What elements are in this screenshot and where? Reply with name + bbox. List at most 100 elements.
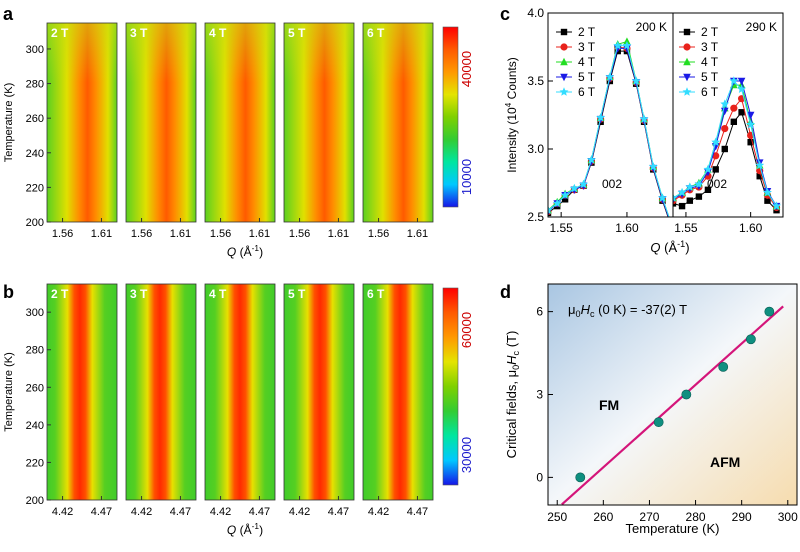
- heatmap-fade-overlay: [47, 23, 117, 222]
- data-point: [746, 111, 755, 120]
- label-part: 4: [503, 102, 513, 107]
- data-point: [560, 43, 568, 51]
- panel-letter-c: c: [500, 4, 510, 24]
- y-tick-label: 260: [26, 382, 44, 394]
- label-part: (T): [504, 331, 519, 351]
- data-point: [720, 107, 729, 116]
- legend-label: 4 T: [701, 55, 719, 69]
- data-point: [648, 161, 658, 171]
- data-point: [631, 76, 641, 85]
- label-part: Counts): [505, 57, 519, 102]
- heatmap-fade-overlay: [284, 23, 354, 222]
- label-part: Intensity (10: [505, 107, 519, 173]
- data-point: [559, 87, 569, 96]
- reflection-label: 002: [707, 177, 727, 191]
- legend-label: 2 T: [578, 25, 596, 39]
- heatmap-field-label: 4 T: [209, 26, 227, 40]
- data-point: [560, 57, 568, 66]
- label-part: Q: [227, 245, 236, 259]
- legend-label: 5 T: [701, 70, 719, 84]
- data-point: [596, 113, 606, 122]
- data-point: [747, 139, 754, 146]
- x-tick-label: 4.47: [249, 506, 270, 518]
- label-part: (Å: [661, 240, 678, 255]
- y-tick-label: 200: [26, 495, 44, 507]
- y-tick-label: 220: [26, 457, 44, 469]
- data-point: [721, 125, 729, 133]
- heatmap-field-label: 2 T: [51, 26, 69, 40]
- plot-area: [548, 37, 675, 226]
- data-point: [711, 137, 721, 146]
- heatmap-field-label: 3 T: [130, 287, 148, 301]
- y-tick-label: 240: [26, 148, 44, 160]
- x-tick-label: 4.42: [368, 506, 389, 518]
- x-tick-label: 1.61: [407, 228, 428, 240]
- x-tick-label: 4.42: [210, 506, 231, 518]
- y-tick-label: 280: [26, 79, 44, 91]
- label-part: ): [259, 523, 263, 537]
- data-point: [560, 190, 570, 200]
- data-point: [737, 84, 747, 93]
- heatmap-field-label: 6 T: [367, 26, 385, 40]
- data-point: [552, 198, 562, 208]
- y-axis-label: Critical fields, μ0Hc (T): [504, 331, 521, 459]
- label-part: 0: [576, 309, 581, 319]
- y-tick-label: 300: [26, 44, 44, 56]
- label-part: (Å: [236, 522, 251, 537]
- phase-background: [548, 284, 797, 505]
- y-tick-label: 3.0: [527, 142, 544, 156]
- label-part: ): [685, 240, 689, 255]
- label-part: 0: [511, 365, 521, 370]
- data-point: [667, 219, 675, 226]
- x-axis-label: Q (Å-1): [227, 521, 263, 537]
- data-point: [755, 160, 765, 170]
- data-point: [579, 179, 588, 189]
- data-point: [622, 40, 632, 50]
- heatmap-frame: [46, 22, 118, 223]
- data-point: [685, 182, 695, 191]
- data-point: [681, 389, 692, 400]
- heatmap-frame: [204, 283, 276, 501]
- y-tick-label: 3: [536, 388, 543, 402]
- heatmap-field-label: 4 T: [209, 287, 227, 301]
- y-tick-label: 300: [26, 307, 44, 319]
- label-part: -1: [677, 239, 685, 249]
- x-tick-label: 1.56: [210, 228, 231, 240]
- legend-label: 6 T: [578, 85, 596, 99]
- x-tick-label: 1.60: [615, 221, 639, 235]
- legend-label: 3 T: [701, 40, 719, 54]
- temperature-label: 290 K: [746, 20, 777, 34]
- heatmap-fade-overlay: [205, 23, 275, 222]
- x-axis-label: Q (Å-1): [227, 243, 263, 259]
- data-point: [695, 193, 703, 200]
- x-tick-label: 4.47: [407, 506, 428, 518]
- x-tick-label: 290: [732, 510, 752, 524]
- y-axis-label: Temperature (K): [3, 83, 15, 162]
- heatmap-panel-b: [363, 284, 433, 500]
- data-point: [683, 43, 691, 51]
- heatmap-frame: [362, 22, 434, 223]
- data-point: [764, 197, 771, 204]
- x-tick-label: 280: [686, 510, 706, 524]
- data-point: [703, 164, 713, 174]
- label-part: c: [590, 309, 595, 319]
- data-point: [683, 28, 691, 36]
- annotation: μ0Hc (0 K) = -37(2) T: [568, 302, 687, 319]
- colorbar: [442, 287, 459, 486]
- label-part: Q: [227, 523, 236, 537]
- data-point: [560, 28, 568, 36]
- heatmap-panel-b: [205, 284, 275, 500]
- legend-label: 3 T: [578, 40, 596, 54]
- data-point: [639, 114, 649, 123]
- heatmap-panel-b: [47, 284, 117, 500]
- heatmap-panel-b: 2 T 4.42 4.47 3 T 4.42 4.47 4 T 4.42 4.47 5 T 4.42…: [3, 283, 474, 537]
- colorbar-high-label: 40000: [459, 51, 474, 87]
- data-point: [704, 186, 712, 193]
- y-tick-label: 3.5: [527, 74, 544, 88]
- x-tick-label: 1.61: [249, 228, 270, 240]
- data-point: [677, 187, 687, 197]
- label-part: H: [504, 355, 519, 365]
- x-tick-label: 1.61: [91, 228, 112, 240]
- heatmap-frame: [362, 283, 434, 501]
- colorbar-high-label: 60000: [459, 312, 474, 348]
